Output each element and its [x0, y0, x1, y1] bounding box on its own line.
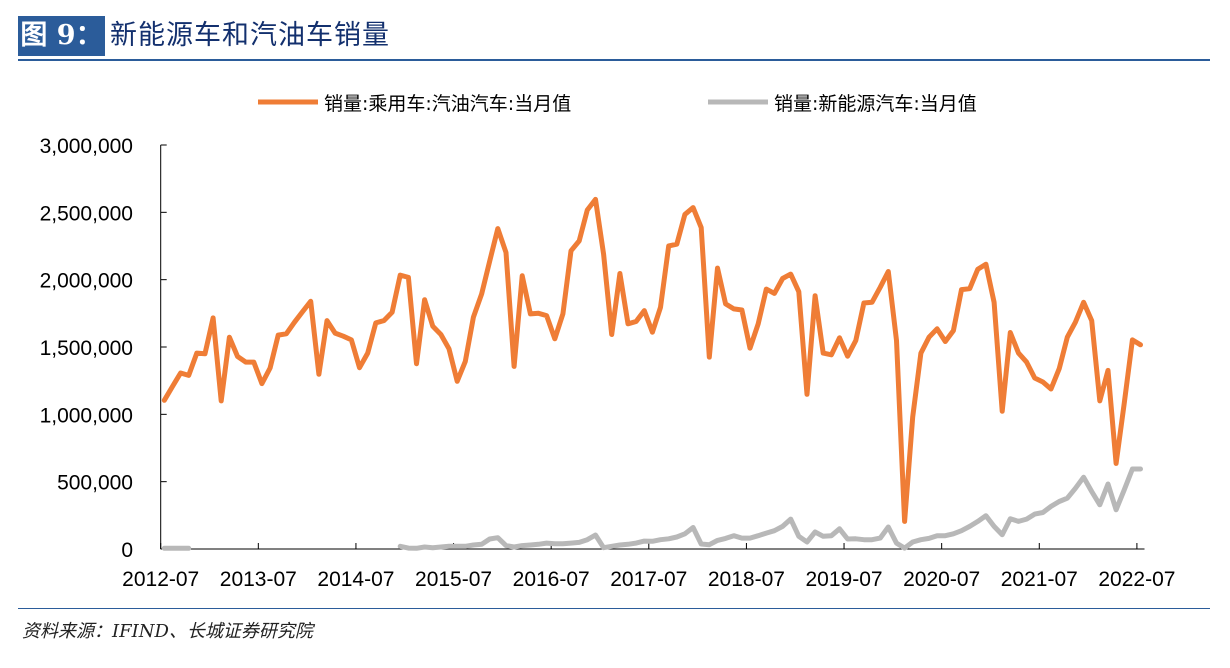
x-tick-label: 2017-07	[610, 568, 687, 591]
y-tick-label: 0	[121, 539, 133, 562]
legend-label-gasoline: 销量:乘用车:汽油汽车:当月值	[324, 93, 571, 115]
x-tick-label: 2015-07	[415, 568, 492, 591]
footer-divider	[18, 608, 1210, 609]
points-nev	[164, 468, 1141, 549]
x-tick-label: 2022-07	[1098, 568, 1175, 591]
y-tick-label: 1,000,000	[40, 404, 133, 427]
source-note: 资料来源：IFIND、长城证券研究院	[22, 621, 313, 642]
y-tick-label: 1,500,000	[40, 337, 133, 360]
x-tick-label: 2019-07	[806, 568, 883, 591]
title-divider	[18, 59, 1210, 61]
chart-title: 新能源车和汽油车销量	[110, 20, 390, 51]
y-tick-label: 2,000,000	[40, 270, 133, 293]
x-tick-label: 2021-07	[1001, 568, 1078, 591]
x-tick-label: 2013-07	[220, 568, 297, 591]
y-tick-label: 500,000	[57, 472, 133, 495]
x-tick-label: 2020-07	[903, 568, 980, 591]
series-line-nev	[161, 466, 1143, 551]
points-gasoline	[164, 199, 1141, 522]
legend: 销量:乘用车:汽油汽车:当月值 销量:新能源汽车:当月值	[258, 93, 977, 115]
series-line-gasoline	[161, 196, 1143, 524]
x-tick-label: 2016-07	[513, 568, 590, 591]
x-tick-label: 2012-07	[122, 568, 199, 591]
figure-label: 图 9：	[18, 16, 105, 56]
y-tick-label: 2,500,000	[40, 202, 133, 225]
y-tick-label: 3,000,000	[40, 135, 133, 158]
x-tick-label: 2018-07	[708, 568, 785, 591]
x-tick-label: 2014-07	[317, 568, 394, 591]
legend-label-nev: 销量:新能源汽车:当月值	[774, 93, 977, 115]
